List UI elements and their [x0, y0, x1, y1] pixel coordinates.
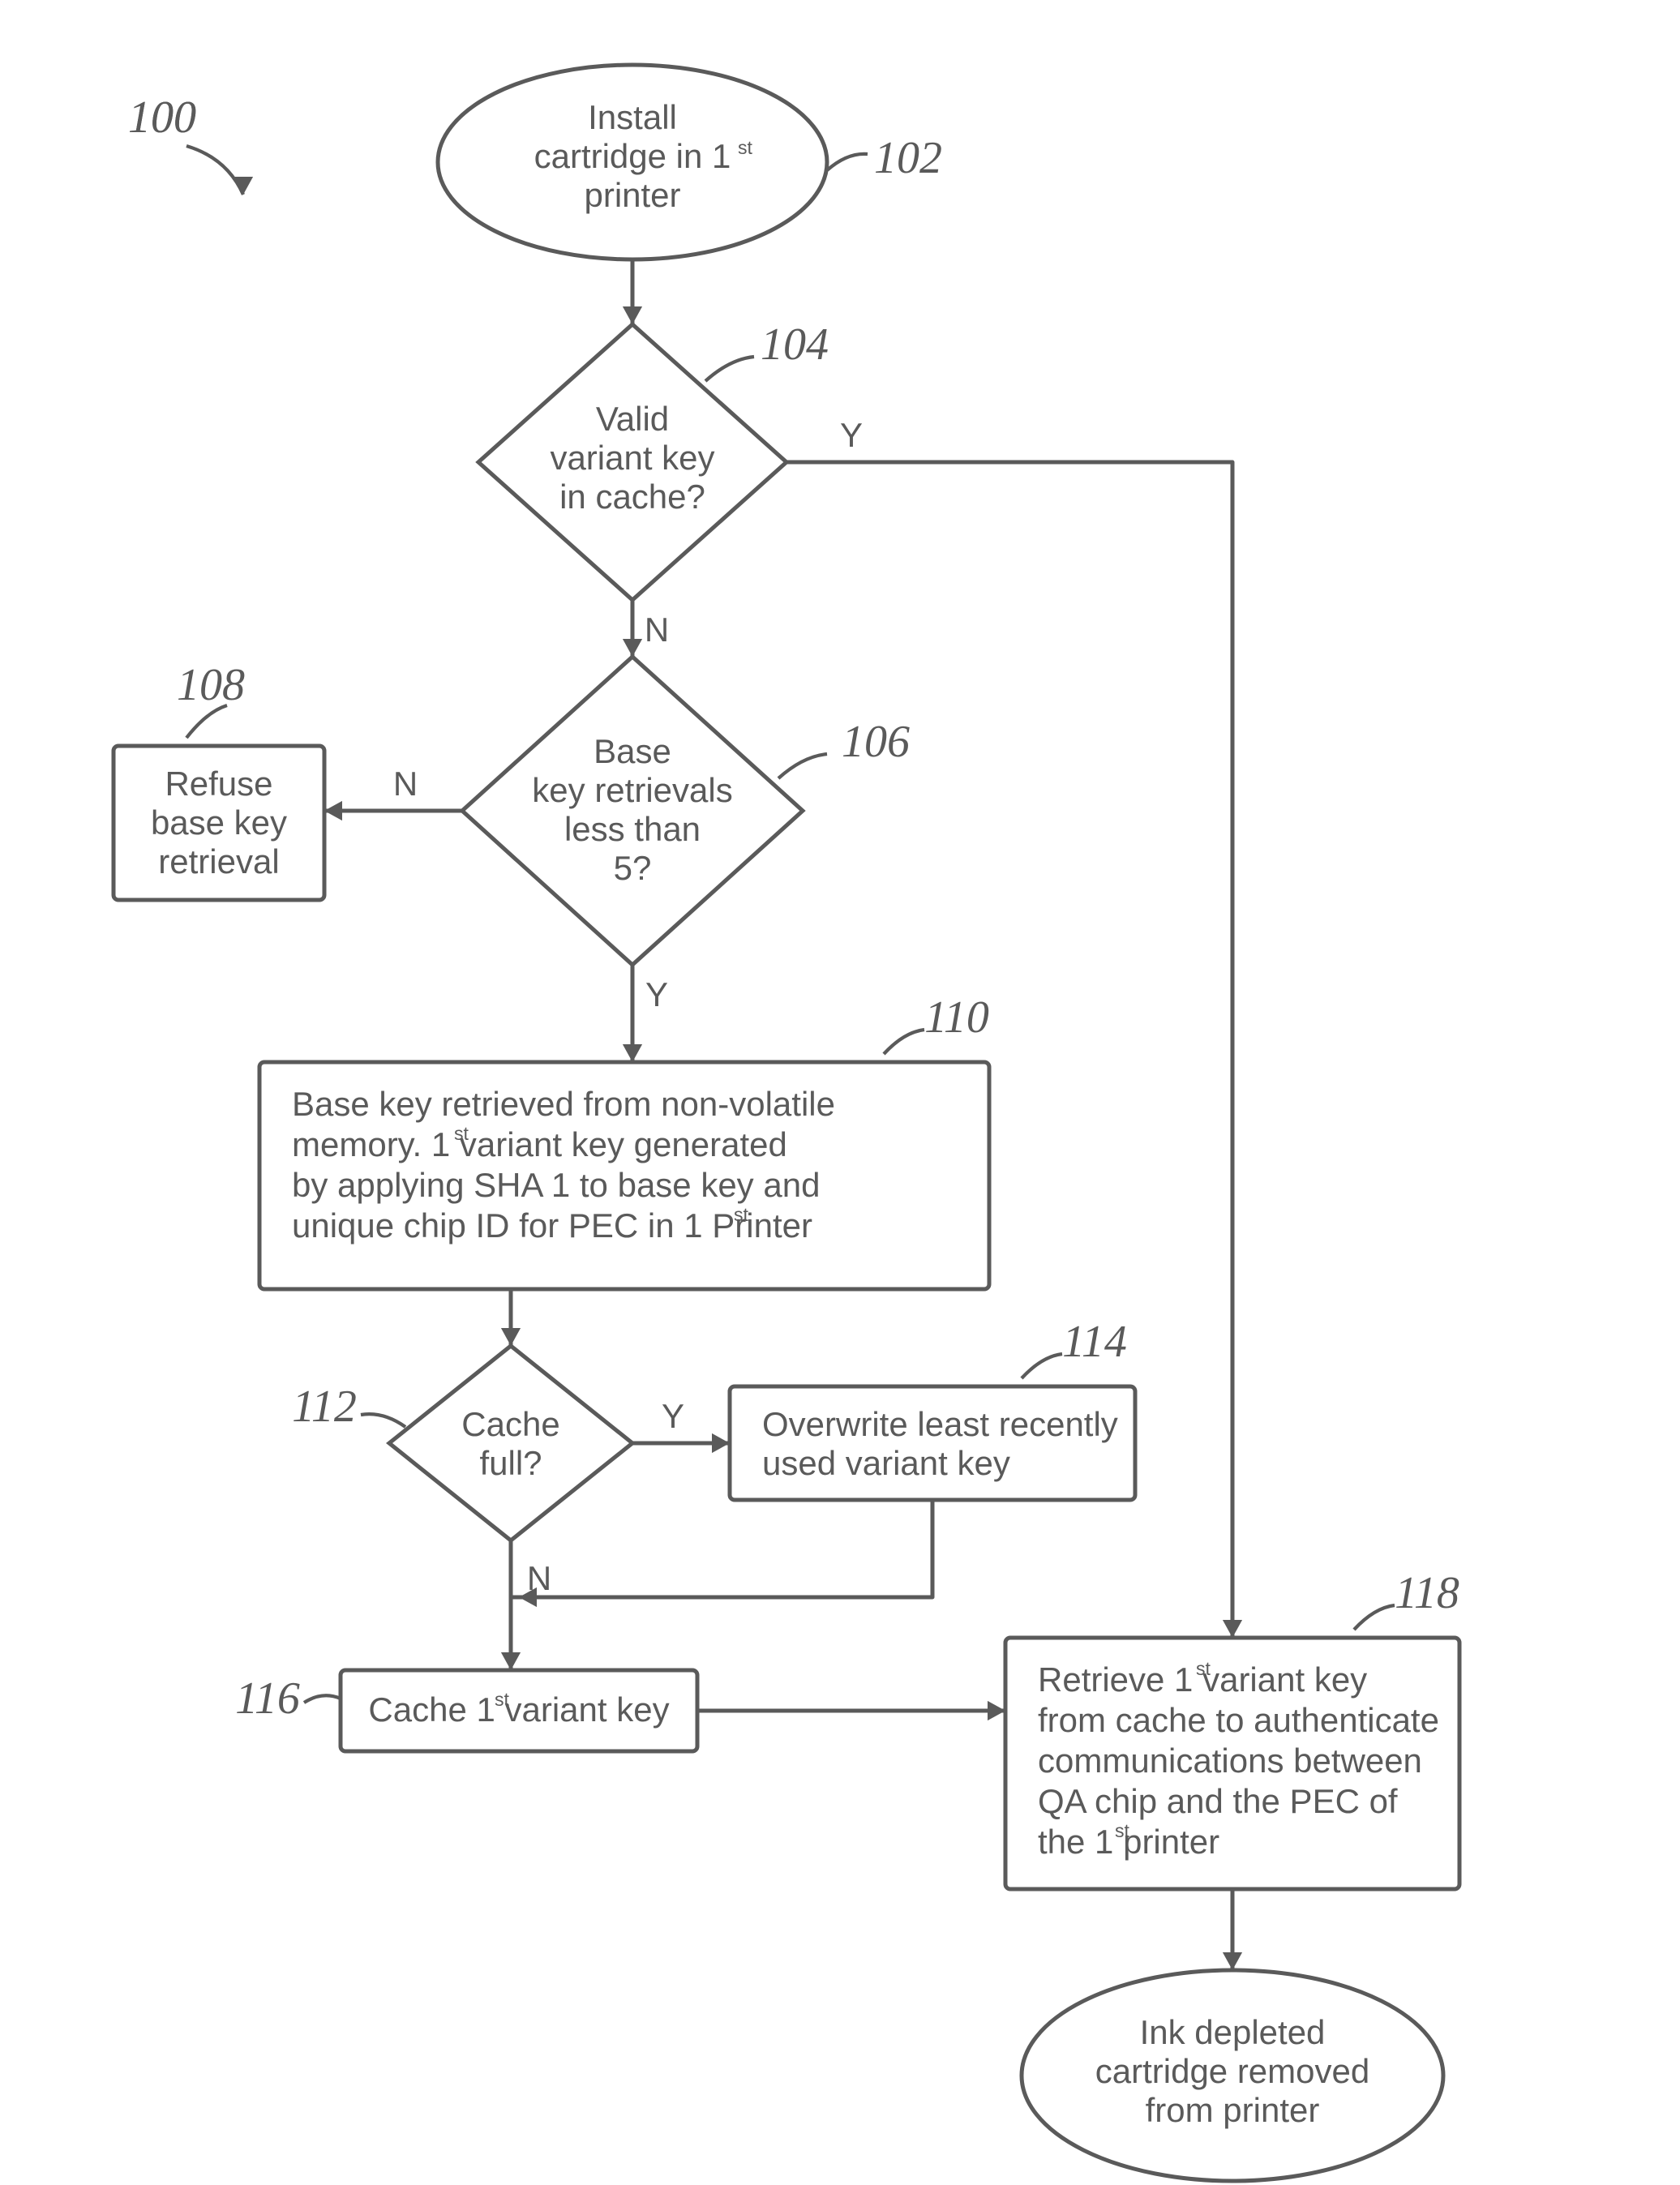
node-text: base key — [151, 803, 287, 842]
node-text: full? — [479, 1444, 542, 1482]
svg-text:104: 104 — [761, 319, 829, 370]
node-text: communications between — [1038, 1742, 1422, 1780]
svg-text:100: 100 — [128, 92, 196, 143]
svg-text:114: 114 — [1062, 1317, 1127, 1367]
node-n116: Cache 1 variant keyst — [341, 1670, 697, 1751]
node-text: in cache? — [559, 478, 705, 516]
node-text: memory. 1 variant key generated — [292, 1125, 787, 1163]
edge-1: N — [623, 600, 669, 657]
node-nEnd: Ink depletedcartridge removedfrom printe… — [1022, 1970, 1443, 2181]
node-n114: Overwrite least recentlyused variant key — [730, 1386, 1135, 1500]
callout-n102: 102 — [827, 133, 942, 183]
flowchart-canvas: N N Y Y N Y Installcartridge in 1printer st Val… — [0, 0, 1680, 2185]
svg-text:st: st — [495, 1689, 510, 1710]
node-text: less than — [564, 810, 701, 848]
node-text: Base key retrieved from non-volatile — [292, 1085, 835, 1123]
node-text: cartridge removed — [1095, 2052, 1369, 2090]
branch-label: N — [645, 611, 669, 649]
svg-text:116: 116 — [235, 1673, 300, 1724]
svg-text:106: 106 — [842, 717, 910, 767]
node-n102: Installcartridge in 1printer st — [438, 65, 827, 259]
node-text: QA chip and the PEC of — [1038, 1782, 1398, 1820]
edge-10 — [1223, 1889, 1242, 1970]
callout-n114: 114 — [1022, 1317, 1127, 1378]
svg-text:st: st — [454, 1123, 469, 1144]
branch-label: Y — [662, 1397, 684, 1435]
node-n112: Cachefull? — [389, 1346, 632, 1540]
edge-4 — [501, 1289, 521, 1346]
branch-label: Y — [840, 416, 863, 454]
callout-n106: 106 — [778, 717, 910, 778]
node-text: Cache — [461, 1405, 559, 1443]
svg-text:st: st — [1115, 1820, 1130, 1841]
node-text: used variant key — [762, 1444, 1010, 1482]
node-n108: Refusebase keyretrieval — [114, 746, 324, 900]
callout-n104: 104 — [705, 319, 829, 381]
diagram-title-label: 100 — [128, 92, 253, 195]
node-text: Valid — [596, 400, 669, 438]
node-n118: Retrieve 1 variant keyfrom cache to auth… — [1005, 1638, 1459, 1889]
svg-text:st: st — [738, 137, 753, 158]
edge-3: Y — [623, 965, 668, 1062]
callout-n112: 112 — [292, 1382, 405, 1432]
node-text: variant key — [550, 439, 714, 477]
node-text: from cache to authenticate — [1038, 1701, 1439, 1739]
branch-label: N — [393, 765, 418, 803]
svg-text:118: 118 — [1395, 1568, 1459, 1618]
node-n110: Base key retrieved from non-volatilememo… — [259, 1062, 989, 1289]
callout-n108: 108 — [177, 660, 245, 738]
node-text: by applying SHA 1 to base key and — [292, 1166, 820, 1204]
edge-0 — [623, 259, 642, 324]
node-text: Ink depleted — [1140, 2013, 1326, 2051]
node-text: cartridge in 1 — [534, 137, 731, 175]
node-text: from printer — [1146, 2091, 1320, 2129]
node-n106: Basekey retrievalsless than5? — [462, 657, 803, 965]
node-text: key retrievals — [532, 771, 732, 809]
svg-text:st: st — [1196, 1658, 1211, 1679]
edge-5: Y — [632, 1397, 730, 1453]
node-n104: Validvariant keyin cache? — [478, 324, 786, 600]
node-text: printer — [584, 176, 680, 214]
node-text: Overwrite least recently — [762, 1405, 1118, 1443]
node-text: Refuse — [165, 765, 272, 803]
svg-text:102: 102 — [874, 133, 942, 183]
edge-7 — [511, 1500, 932, 1607]
callout-n116: 116 — [235, 1673, 341, 1724]
svg-text:112: 112 — [292, 1382, 357, 1432]
node-text: retrieval — [158, 842, 279, 880]
callout-n118: 118 — [1354, 1568, 1459, 1630]
node-text: 5? — [614, 849, 652, 887]
svg-text:110: 110 — [924, 992, 989, 1043]
edge-6: N — [501, 1540, 551, 1670]
edge-9 — [697, 1701, 1005, 1720]
node-text: Base — [594, 732, 671, 770]
callout-n110: 110 — [884, 992, 989, 1054]
svg-text:st: st — [734, 1204, 749, 1225]
branch-label: Y — [645, 975, 668, 1013]
node-text: Install — [588, 98, 677, 136]
svg-text:108: 108 — [177, 660, 245, 710]
node-text: Cache 1 variant key — [368, 1690, 669, 1729]
edge-2: N — [324, 765, 462, 820]
